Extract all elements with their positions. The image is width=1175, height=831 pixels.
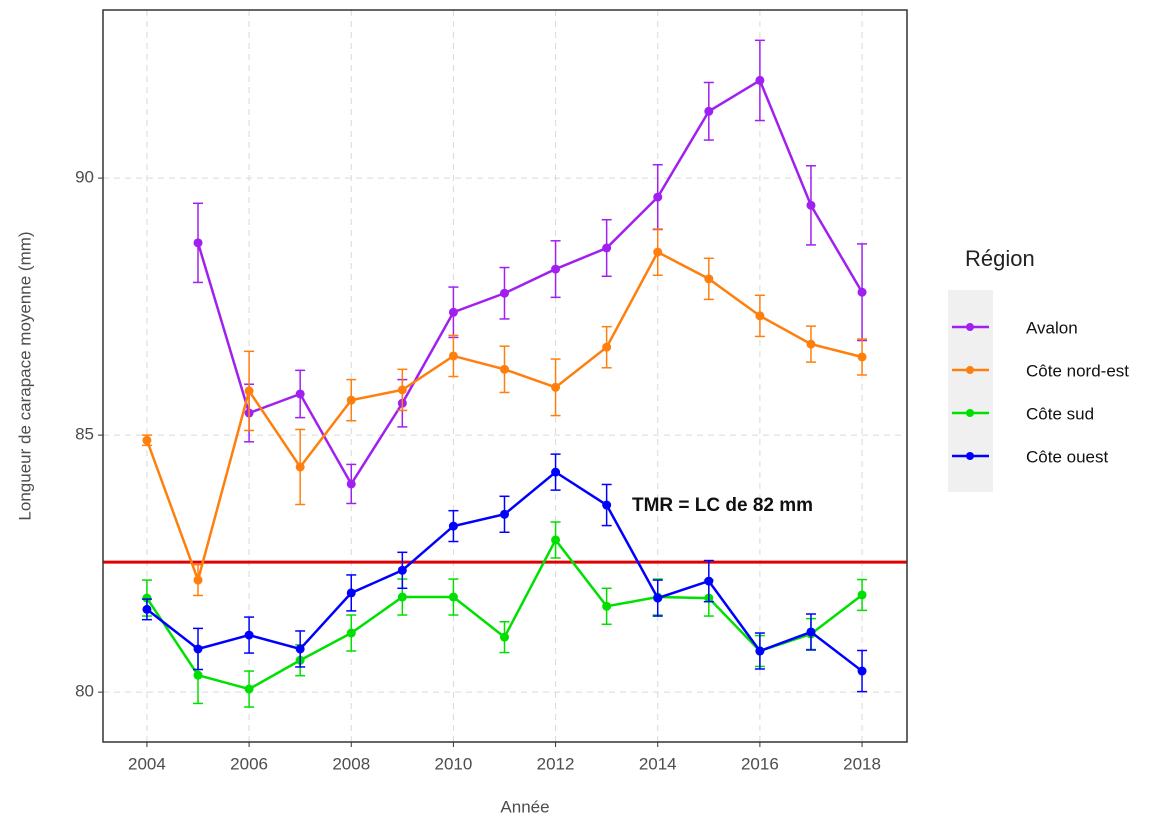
- point: [704, 274, 714, 284]
- point: [193, 670, 203, 680]
- y-tick-label: 90: [75, 168, 94, 187]
- point: [397, 592, 407, 602]
- legend-key-point: [966, 366, 974, 374]
- x-tick-label: 2008: [332, 754, 370, 773]
- point: [704, 106, 714, 116]
- x-tick-label: 2016: [741, 754, 779, 773]
- point: [551, 382, 561, 392]
- x-tick-label: 2004: [128, 754, 166, 773]
- point: [806, 339, 816, 349]
- point: [499, 509, 509, 519]
- point: [346, 588, 356, 598]
- point: [346, 395, 356, 405]
- point: [653, 192, 663, 202]
- point: [755, 646, 765, 656]
- legend-label: Avalon: [1026, 318, 1078, 337]
- point: [142, 435, 152, 445]
- series: [141, 453, 868, 693]
- point: [193, 644, 203, 654]
- point: [602, 601, 612, 611]
- point: [551, 467, 561, 477]
- point: [448, 592, 458, 602]
- point: [448, 351, 458, 361]
- legend-key-point: [966, 323, 974, 331]
- legend-label: Côte nord-est: [1026, 361, 1129, 380]
- y-tick-label: 85: [75, 425, 94, 444]
- series: [141, 521, 868, 708]
- legend-title: Région: [965, 246, 1035, 271]
- point: [704, 576, 714, 586]
- point: [499, 632, 509, 642]
- x-tick-label: 2014: [639, 754, 677, 773]
- point: [244, 630, 254, 640]
- point: [193, 575, 203, 585]
- legend-label: Côte ouest: [1026, 447, 1108, 466]
- plot-border: [102, 9, 908, 743]
- x-axis-label: Année: [500, 797, 549, 816]
- point: [397, 565, 407, 575]
- point: [755, 75, 765, 85]
- point: [142, 593, 152, 603]
- point: [551, 264, 561, 274]
- series: [141, 228, 868, 597]
- point: [244, 386, 254, 396]
- point: [857, 590, 867, 600]
- point: [346, 479, 356, 489]
- point: [142, 604, 152, 614]
- point: [602, 500, 612, 510]
- x-tick-label: 2006: [230, 754, 268, 773]
- series-line: [196, 78, 864, 487]
- point: [857, 352, 867, 362]
- point: [653, 247, 663, 257]
- point: [602, 243, 612, 253]
- point: [857, 666, 867, 676]
- point: [806, 627, 816, 637]
- point: [448, 521, 458, 531]
- point: [499, 364, 509, 374]
- legend-key-background: [948, 290, 993, 492]
- point: [346, 628, 356, 638]
- legend-key-point: [966, 452, 974, 460]
- point: [448, 307, 458, 317]
- annotation: TMR = LC de 82 mm: [632, 495, 813, 516]
- point: [295, 644, 305, 654]
- point: [244, 684, 254, 694]
- x-tick-label: 2018: [843, 754, 881, 773]
- y-axis-label: Longueur de carapace moyenne (mm): [15, 231, 34, 520]
- point: [193, 238, 203, 248]
- point: [653, 593, 663, 603]
- point: [806, 200, 816, 210]
- x-tick-label: 2012: [537, 754, 575, 773]
- point: [755, 311, 765, 321]
- point: [499, 288, 509, 298]
- point: [602, 342, 612, 352]
- point: [295, 462, 305, 472]
- y-tick-label: 80: [75, 682, 94, 701]
- point: [397, 385, 407, 395]
- legend-label: Côte sud: [1026, 404, 1094, 423]
- point: [857, 287, 867, 297]
- point: [551, 535, 561, 545]
- legend-key-point: [966, 409, 974, 417]
- point: [295, 389, 305, 399]
- x-tick-label: 2010: [434, 754, 472, 773]
